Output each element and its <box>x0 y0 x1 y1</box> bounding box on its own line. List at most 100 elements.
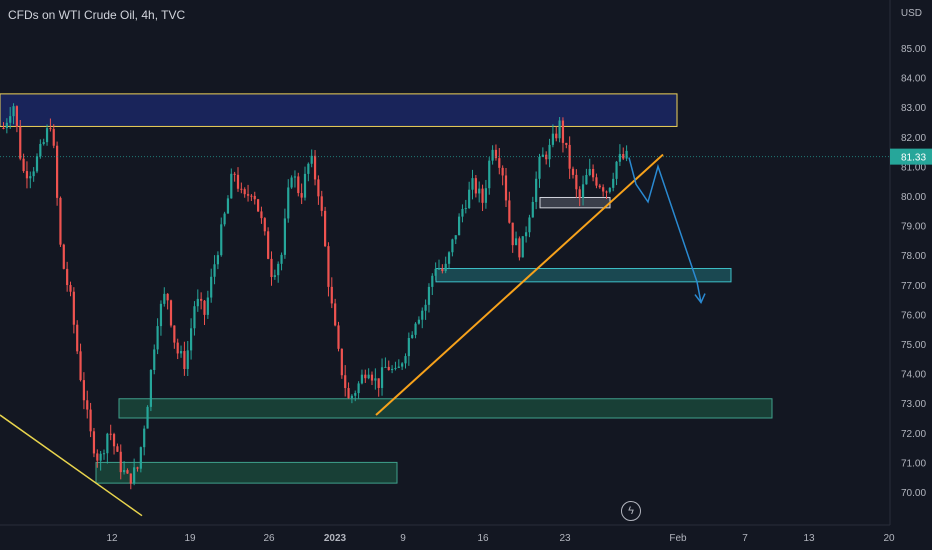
candle-body <box>193 306 196 329</box>
candle-body <box>112 434 116 447</box>
candle-body <box>585 175 588 185</box>
candle-body <box>313 155 317 180</box>
candle-body <box>380 367 384 388</box>
time-axis-label: 12 <box>106 533 118 544</box>
candle-body <box>531 201 534 218</box>
candle-body <box>370 374 374 381</box>
candle-body <box>109 433 112 435</box>
time-axis-label: 7 <box>742 533 748 544</box>
candle-body <box>230 173 233 199</box>
candle-body <box>558 120 561 139</box>
candle-body <box>548 144 551 160</box>
time-axis-label: 16 <box>477 533 489 544</box>
candle-body <box>267 231 270 259</box>
candle-body <box>551 133 554 145</box>
candle-body <box>397 366 400 368</box>
price-axis-label: 83.00 <box>901 103 926 114</box>
price-axis-label: 79.00 <box>901 222 926 233</box>
projection-path[interactable] <box>628 157 702 303</box>
candle-body <box>119 451 122 473</box>
candle-body <box>324 210 327 247</box>
time-axis-label: 2023 <box>324 533 347 544</box>
time-axis-label: Feb <box>669 533 687 544</box>
candle-body <box>283 218 286 255</box>
candle-body <box>508 200 511 223</box>
candle-body <box>424 304 427 311</box>
candle-body <box>518 238 521 258</box>
candle-body <box>297 176 300 194</box>
candle-body <box>511 222 514 246</box>
candle-body <box>458 216 461 236</box>
price-axis-label: 76.00 <box>901 310 926 321</box>
candle-body <box>622 154 625 159</box>
candle-body <box>22 158 25 172</box>
candle-body <box>565 142 568 145</box>
ascending-trendline[interactable] <box>375 153 664 416</box>
candle-body <box>484 188 487 203</box>
candle-body <box>555 133 558 139</box>
candle-body <box>293 176 297 178</box>
candle-body <box>149 369 152 407</box>
candle-body <box>468 189 471 209</box>
candle-body <box>334 303 337 326</box>
candle-body <box>303 173 307 198</box>
candle-body <box>571 168 575 175</box>
candle-body <box>605 191 608 193</box>
candle-body <box>5 122 8 129</box>
candle-body <box>447 252 451 264</box>
candle-body <box>99 453 102 461</box>
candle-body <box>9 116 12 123</box>
candle-body <box>461 208 464 217</box>
candle-body <box>250 195 253 197</box>
candle-body <box>126 470 129 474</box>
time-axis-label: 23 <box>559 533 571 544</box>
candle-body <box>394 367 397 369</box>
candle-body <box>441 268 444 272</box>
candle-body <box>236 174 240 189</box>
candle-body <box>391 368 394 371</box>
candle-body <box>133 467 136 484</box>
lightning-bolt-icon[interactable]: ϟ <box>621 501 641 521</box>
candle-body <box>29 176 32 179</box>
candle-body <box>35 156 39 172</box>
time-axis-label: 26 <box>263 533 275 544</box>
candle-body <box>300 193 303 198</box>
candle-body <box>280 254 283 264</box>
candle-body <box>52 129 55 146</box>
candle-body <box>494 149 498 159</box>
candle-body <box>183 351 186 369</box>
candle-body <box>464 208 467 210</box>
candle-body <box>153 349 156 370</box>
candle-body <box>528 217 531 233</box>
price-axis-label: 77.00 <box>901 281 926 292</box>
candle-body <box>143 428 146 448</box>
candle-body <box>66 268 69 286</box>
candle-body <box>257 199 260 212</box>
candle-body <box>106 433 109 454</box>
candle-body <box>116 446 119 452</box>
candle-body <box>146 406 149 429</box>
candle-body <box>69 285 72 292</box>
support-zone-upper <box>118 398 773 419</box>
candle-body <box>89 409 92 432</box>
candle-body <box>357 383 360 394</box>
candle-body <box>615 161 618 179</box>
candle-body <box>592 169 595 178</box>
descending-trendline[interactable] <box>0 414 143 517</box>
price-axis-label: 78.00 <box>901 251 926 262</box>
candle-body <box>287 187 290 219</box>
consolidation-zone <box>539 196 611 209</box>
price-axis-label: 70.00 <box>901 488 926 499</box>
candle-body <box>598 185 601 188</box>
candle-body <box>203 300 206 315</box>
candle-body <box>427 286 431 305</box>
candle-body <box>588 169 591 176</box>
candle-body <box>42 142 45 144</box>
price-axis-label: 72.00 <box>901 429 926 440</box>
candle-body <box>223 213 226 225</box>
candle-body <box>578 189 581 198</box>
support-zone-lower <box>95 461 398 484</box>
candle-body <box>186 350 189 369</box>
candle-body <box>206 297 209 315</box>
